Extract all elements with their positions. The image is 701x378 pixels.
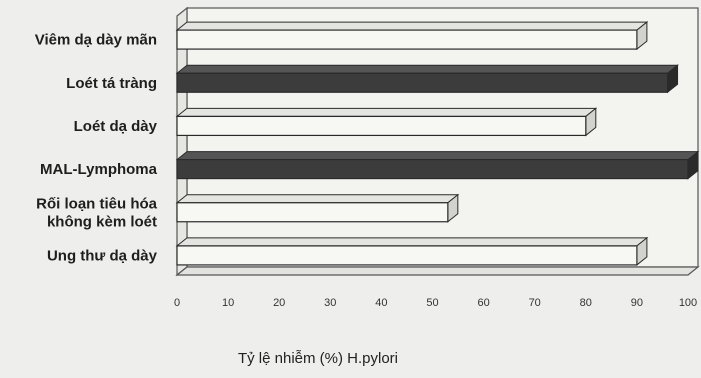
x-tick-label: 70 xyxy=(529,297,541,309)
bar xyxy=(175,236,649,266)
bar-front xyxy=(176,245,638,266)
x-tick-label: 0 xyxy=(174,297,180,309)
category-label: Loét tá tràng xyxy=(66,75,157,92)
x-tick-label: 30 xyxy=(324,297,336,309)
bar-front xyxy=(176,202,449,223)
x-axis-title: Tỷ lệ nhiễm (%) H.pylori xyxy=(238,350,398,367)
category-labels: Viêm dạ dày mãn Loét tá tràng Loét dạ dày M… xyxy=(35,32,158,265)
bar-top xyxy=(175,237,649,247)
x-tick-label: 80 xyxy=(580,297,592,309)
bar xyxy=(175,21,649,51)
x-tick-label: 10 xyxy=(222,297,234,309)
category-label: Viêm dạ dày mãn xyxy=(35,32,157,49)
bars xyxy=(175,21,700,266)
bar-front xyxy=(176,29,638,50)
category-label: Loét dạ dày xyxy=(74,118,158,135)
bar-front xyxy=(176,158,689,180)
category-label: Ung thư dạ dày xyxy=(47,247,158,264)
bar-top xyxy=(175,21,649,31)
x-tick-label: 20 xyxy=(273,297,285,309)
bar-top xyxy=(175,107,598,117)
x-tick-label: 50 xyxy=(426,297,438,309)
bar xyxy=(175,193,460,223)
bar xyxy=(175,64,679,94)
bar-top xyxy=(175,64,679,74)
bar-top xyxy=(175,151,700,161)
x-tick-labels: 0 10 20 30 40 50 60 70 80 90 100 xyxy=(174,297,697,309)
bar-top xyxy=(175,194,460,204)
category-label: Rối loạn tiêu hóa xyxy=(36,195,157,212)
x-tick-label: 90 xyxy=(631,297,643,309)
bar-front xyxy=(176,115,587,137)
category-label: không kèm loét xyxy=(47,213,157,230)
bar xyxy=(175,150,700,180)
x-tick-label: 60 xyxy=(477,297,489,309)
x-tick-label: 100 xyxy=(679,297,697,309)
bar xyxy=(175,107,598,137)
bar-front xyxy=(176,72,669,93)
category-label: MAL-Lymphoma xyxy=(40,161,158,178)
back-wall xyxy=(186,7,699,268)
x-tick-label: 40 xyxy=(375,297,387,309)
floor xyxy=(175,266,700,276)
